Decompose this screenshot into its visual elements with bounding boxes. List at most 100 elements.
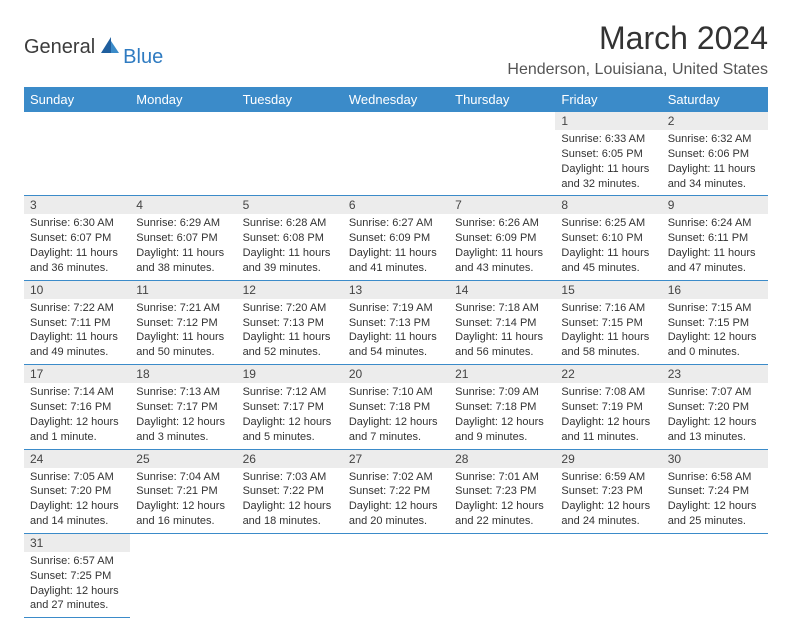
day-content: Sunrise: 7:03 AMSunset: 7:22 PMDaylight:… [237, 468, 343, 533]
calendar-week-row: 10Sunrise: 7:22 AMSunset: 7:11 PMDayligh… [24, 280, 768, 364]
day-content: Sunrise: 7:08 AMSunset: 7:19 PMDaylight:… [555, 383, 661, 448]
header: General Blue March 2024 Henderson, Louis… [24, 20, 768, 79]
day-content: Sunrise: 6:28 AMSunset: 6:08 PMDaylight:… [237, 214, 343, 279]
day-number: 17 [24, 365, 130, 383]
day-number: 14 [449, 281, 555, 299]
day-number: 18 [130, 365, 236, 383]
day-content: Sunrise: 7:09 AMSunset: 7:18 PMDaylight:… [449, 383, 555, 448]
calendar-cell: 26Sunrise: 7:03 AMSunset: 7:22 PMDayligh… [237, 449, 343, 533]
day-number: 16 [662, 281, 768, 299]
calendar-cell: 23Sunrise: 7:07 AMSunset: 7:20 PMDayligh… [662, 365, 768, 449]
calendar-cell [343, 112, 449, 196]
weekday-header: Tuesday [237, 87, 343, 112]
weekday-header: Saturday [662, 87, 768, 112]
calendar-cell [237, 533, 343, 617]
calendar-cell: 2Sunrise: 6:32 AMSunset: 6:06 PMDaylight… [662, 112, 768, 196]
calendar-cell [449, 112, 555, 196]
calendar-week-row: 1Sunrise: 6:33 AMSunset: 6:05 PMDaylight… [24, 112, 768, 196]
day-number: 1 [555, 112, 661, 130]
calendar-cell: 1Sunrise: 6:33 AMSunset: 6:05 PMDaylight… [555, 112, 661, 196]
calendar-cell: 24Sunrise: 7:05 AMSunset: 7:20 PMDayligh… [24, 449, 130, 533]
day-content: Sunrise: 6:59 AMSunset: 7:23 PMDaylight:… [555, 468, 661, 533]
calendar-cell [343, 533, 449, 617]
calendar-table: SundayMondayTuesdayWednesdayThursdayFrid… [24, 87, 768, 618]
day-content: Sunrise: 7:05 AMSunset: 7:20 PMDaylight:… [24, 468, 130, 533]
calendar-cell [237, 112, 343, 196]
day-content: Sunrise: 7:02 AMSunset: 7:22 PMDaylight:… [343, 468, 449, 533]
location: Henderson, Louisiana, United States [507, 61, 768, 79]
day-number: 13 [343, 281, 449, 299]
day-content: Sunrise: 7:07 AMSunset: 7:20 PMDaylight:… [662, 383, 768, 448]
day-content: Sunrise: 7:22 AMSunset: 7:11 PMDaylight:… [24, 299, 130, 364]
day-number: 3 [24, 196, 130, 214]
calendar-cell: 7Sunrise: 6:26 AMSunset: 6:09 PMDaylight… [449, 196, 555, 280]
day-number: 27 [343, 450, 449, 468]
day-number: 25 [130, 450, 236, 468]
calendar-cell: 6Sunrise: 6:27 AMSunset: 6:09 PMDaylight… [343, 196, 449, 280]
calendar-cell: 9Sunrise: 6:24 AMSunset: 6:11 PMDaylight… [662, 196, 768, 280]
day-content: Sunrise: 6:26 AMSunset: 6:09 PMDaylight:… [449, 214, 555, 279]
calendar-cell: 11Sunrise: 7:21 AMSunset: 7:12 PMDayligh… [130, 280, 236, 364]
day-number: 23 [662, 365, 768, 383]
calendar-cell: 15Sunrise: 7:16 AMSunset: 7:15 PMDayligh… [555, 280, 661, 364]
day-content: Sunrise: 7:16 AMSunset: 7:15 PMDaylight:… [555, 299, 661, 364]
calendar-cell [662, 533, 768, 617]
day-content: Sunrise: 7:12 AMSunset: 7:17 PMDaylight:… [237, 383, 343, 448]
day-content: Sunrise: 7:10 AMSunset: 7:18 PMDaylight:… [343, 383, 449, 448]
weekday-header: Friday [555, 87, 661, 112]
day-number: 31 [24, 534, 130, 552]
weekday-header: Wednesday [343, 87, 449, 112]
day-content: Sunrise: 7:01 AMSunset: 7:23 PMDaylight:… [449, 468, 555, 533]
calendar-cell: 16Sunrise: 7:15 AMSunset: 7:15 PMDayligh… [662, 280, 768, 364]
day-number: 22 [555, 365, 661, 383]
day-content: Sunrise: 6:33 AMSunset: 6:05 PMDaylight:… [555, 130, 661, 195]
day-number: 29 [555, 450, 661, 468]
calendar-cell: 5Sunrise: 6:28 AMSunset: 6:08 PMDaylight… [237, 196, 343, 280]
day-content: Sunrise: 7:04 AMSunset: 7:21 PMDaylight:… [130, 468, 236, 533]
calendar-cell: 12Sunrise: 7:20 AMSunset: 7:13 PMDayligh… [237, 280, 343, 364]
logo-text-blue: Blue [123, 46, 163, 69]
day-number: 5 [237, 196, 343, 214]
weekday-header: Thursday [449, 87, 555, 112]
calendar-cell: 29Sunrise: 6:59 AMSunset: 7:23 PMDayligh… [555, 449, 661, 533]
day-number: 15 [555, 281, 661, 299]
logo-text-general: General [24, 36, 95, 59]
day-content: Sunrise: 6:24 AMSunset: 6:11 PMDaylight:… [662, 214, 768, 279]
calendar-cell: 18Sunrise: 7:13 AMSunset: 7:17 PMDayligh… [130, 365, 236, 449]
title-block: March 2024 Henderson, Louisiana, United … [507, 20, 768, 79]
day-content: Sunrise: 7:14 AMSunset: 7:16 PMDaylight:… [24, 383, 130, 448]
calendar-week-row: 31Sunrise: 6:57 AMSunset: 7:25 PMDayligh… [24, 533, 768, 617]
day-number: 19 [237, 365, 343, 383]
day-number: 30 [662, 450, 768, 468]
day-content: Sunrise: 7:19 AMSunset: 7:13 PMDaylight:… [343, 299, 449, 364]
day-number: 20 [343, 365, 449, 383]
weekday-header: Monday [130, 87, 236, 112]
day-number: 26 [237, 450, 343, 468]
day-number: 4 [130, 196, 236, 214]
day-number: 24 [24, 450, 130, 468]
calendar-cell: 17Sunrise: 7:14 AMSunset: 7:16 PMDayligh… [24, 365, 130, 449]
day-content: Sunrise: 6:25 AMSunset: 6:10 PMDaylight:… [555, 214, 661, 279]
day-number: 21 [449, 365, 555, 383]
day-number: 8 [555, 196, 661, 214]
calendar-cell: 28Sunrise: 7:01 AMSunset: 7:23 PMDayligh… [449, 449, 555, 533]
day-number: 9 [662, 196, 768, 214]
day-content: Sunrise: 6:32 AMSunset: 6:06 PMDaylight:… [662, 130, 768, 195]
calendar-cell [24, 112, 130, 196]
calendar-cell: 20Sunrise: 7:10 AMSunset: 7:18 PMDayligh… [343, 365, 449, 449]
calendar-cell: 13Sunrise: 7:19 AMSunset: 7:13 PMDayligh… [343, 280, 449, 364]
calendar-cell: 14Sunrise: 7:18 AMSunset: 7:14 PMDayligh… [449, 280, 555, 364]
day-content: Sunrise: 6:29 AMSunset: 6:07 PMDaylight:… [130, 214, 236, 279]
calendar-cell: 8Sunrise: 6:25 AMSunset: 6:10 PMDaylight… [555, 196, 661, 280]
day-content: Sunrise: 7:13 AMSunset: 7:17 PMDaylight:… [130, 383, 236, 448]
day-number: 10 [24, 281, 130, 299]
weekday-row: SundayMondayTuesdayWednesdayThursdayFrid… [24, 87, 768, 112]
day-number: 28 [449, 450, 555, 468]
calendar-cell [449, 533, 555, 617]
calendar-cell: 21Sunrise: 7:09 AMSunset: 7:18 PMDayligh… [449, 365, 555, 449]
day-content: Sunrise: 6:57 AMSunset: 7:25 PMDaylight:… [24, 552, 130, 617]
day-number: 6 [343, 196, 449, 214]
calendar-cell: 31Sunrise: 6:57 AMSunset: 7:25 PMDayligh… [24, 533, 130, 617]
calendar-cell: 19Sunrise: 7:12 AMSunset: 7:17 PMDayligh… [237, 365, 343, 449]
logo: General Blue [24, 26, 163, 69]
